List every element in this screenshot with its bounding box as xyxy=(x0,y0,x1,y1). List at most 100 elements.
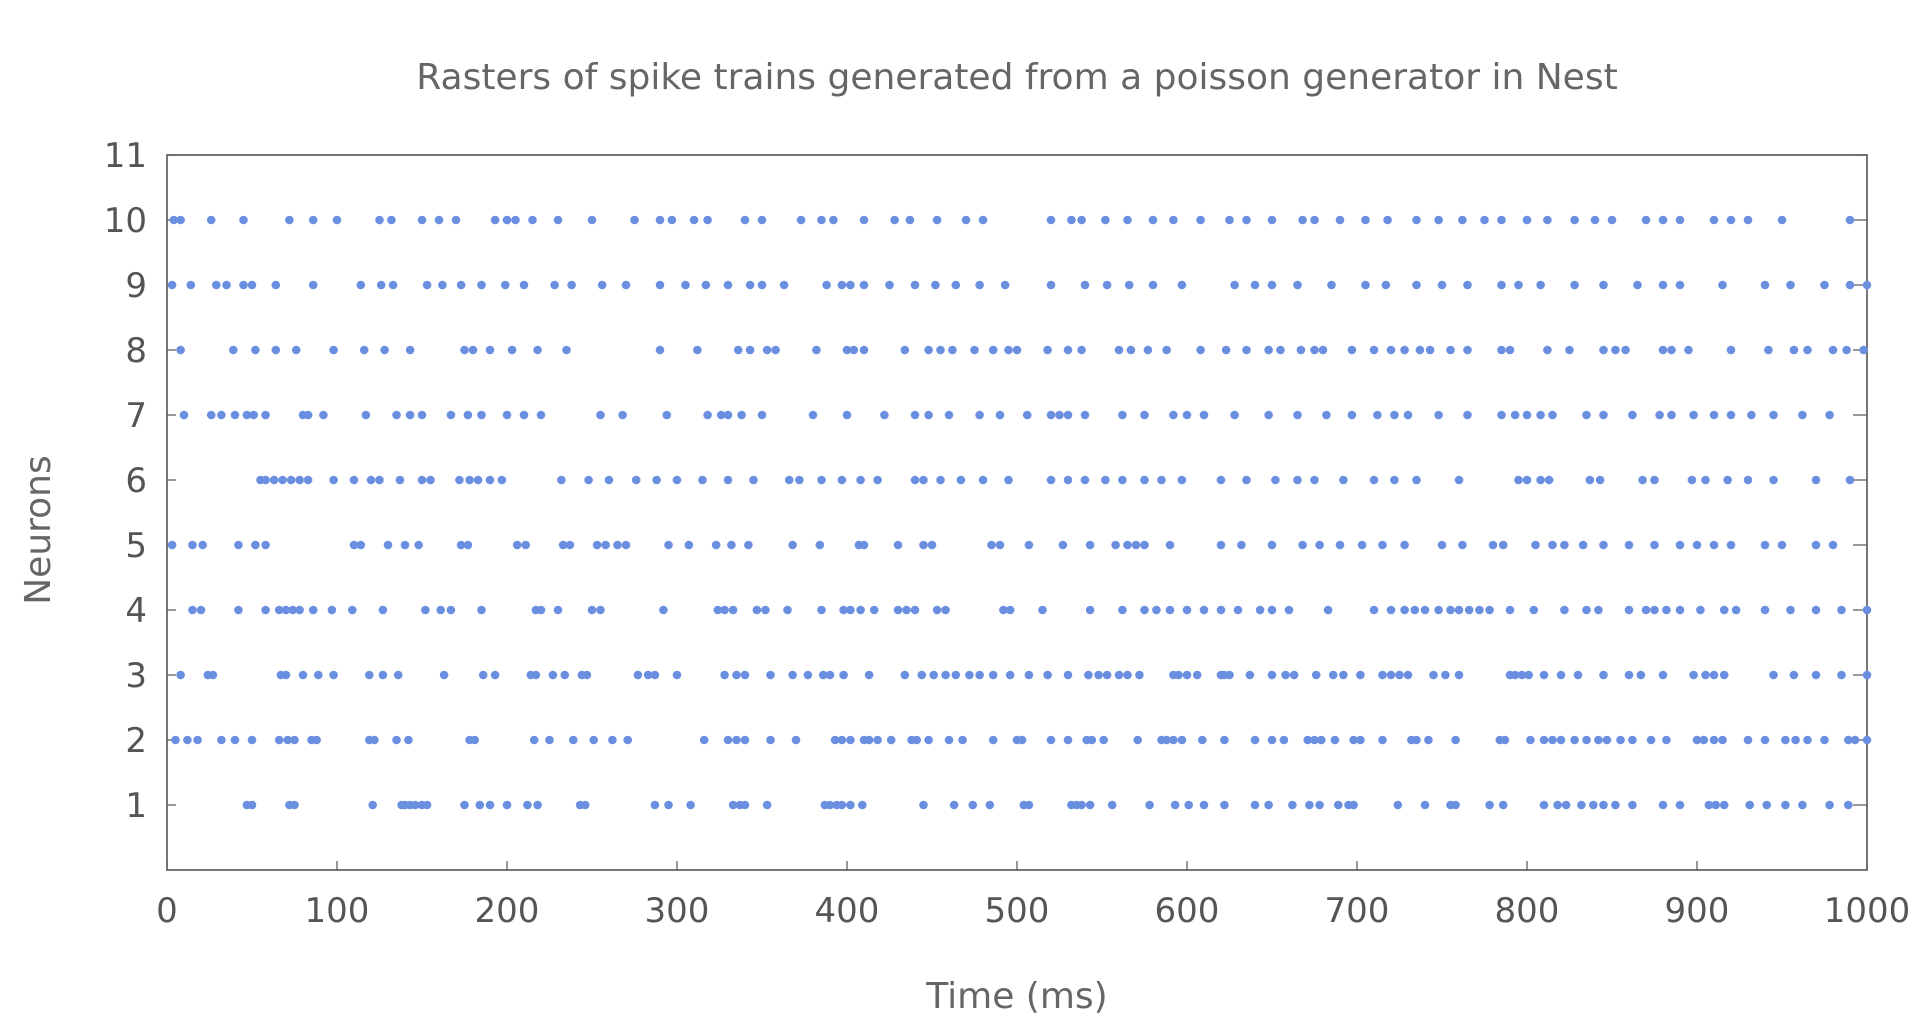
spike-point xyxy=(1221,345,1231,355)
spike-point xyxy=(234,540,243,550)
spike-point xyxy=(239,215,248,225)
spike-point xyxy=(502,215,512,225)
spike-point xyxy=(788,540,797,550)
spike-point xyxy=(533,345,542,355)
spike-point xyxy=(584,475,593,485)
spike-point xyxy=(1143,345,1153,355)
spike-point xyxy=(1114,345,1124,355)
x-tick-label: 100 xyxy=(305,891,370,931)
spike-point xyxy=(1543,345,1552,355)
spike-point xyxy=(405,345,415,355)
spike-point xyxy=(1747,410,1756,420)
spike-point xyxy=(1220,735,1229,745)
spike-point xyxy=(1084,670,1093,680)
spike-point xyxy=(733,345,743,355)
spike-point xyxy=(562,345,571,355)
spike-point xyxy=(1548,540,1557,550)
spike-point xyxy=(900,670,910,680)
spike-point xyxy=(885,280,894,290)
spike-point xyxy=(580,800,590,810)
y-axis-label: Neurons xyxy=(18,455,59,605)
spike-point xyxy=(1250,800,1260,810)
spike-point xyxy=(179,410,189,420)
spike-point xyxy=(1582,410,1591,420)
spike-point xyxy=(456,280,466,290)
spike-point xyxy=(1004,475,1013,485)
spike-point xyxy=(426,475,435,485)
spike-point xyxy=(808,410,818,420)
spike-point xyxy=(417,475,427,485)
spike-point xyxy=(1111,540,1120,550)
spike-point xyxy=(1386,345,1396,355)
spike-point xyxy=(1859,345,1868,355)
spike-point xyxy=(1373,410,1382,420)
spike-point xyxy=(951,670,961,680)
spike-point xyxy=(859,540,869,550)
spike-point xyxy=(370,735,379,745)
plot-frame xyxy=(166,154,1868,871)
spike-point xyxy=(1198,735,1207,745)
spike-point xyxy=(312,735,321,745)
spike-point xyxy=(1284,605,1294,615)
spike-point xyxy=(1798,410,1807,420)
spike-point xyxy=(1485,800,1494,810)
spike-point xyxy=(251,540,260,550)
spike-point xyxy=(757,215,767,225)
spike-point xyxy=(1080,475,1090,485)
spike-point xyxy=(1539,670,1549,680)
spike-point xyxy=(1711,800,1720,810)
spike-point xyxy=(533,800,542,810)
spike-point xyxy=(988,670,998,680)
spike-point xyxy=(222,280,231,290)
spike-point xyxy=(931,280,940,290)
spike-point xyxy=(278,475,287,485)
spike-point xyxy=(1184,800,1193,810)
spike-train-neuron-9 xyxy=(167,280,1872,290)
spike-point xyxy=(1524,670,1533,680)
spike-point xyxy=(701,280,711,290)
spike-point xyxy=(975,410,984,420)
spike-point xyxy=(332,215,342,225)
x-tick-label: 900 xyxy=(1665,891,1730,931)
spike-point xyxy=(1658,215,1668,225)
spike-point xyxy=(1369,605,1379,615)
spike-point xyxy=(732,735,741,745)
spike-point xyxy=(536,410,546,420)
spike-train-neuron-6 xyxy=(256,475,1855,485)
x-tick-label: 800 xyxy=(1495,891,1560,931)
spike-point xyxy=(1230,410,1239,420)
spike-point xyxy=(1169,215,1178,225)
spike-point xyxy=(456,540,466,550)
spike-point xyxy=(723,410,733,420)
spike-point xyxy=(752,605,762,615)
spike-point xyxy=(451,215,461,225)
spike-point xyxy=(856,475,865,485)
spike-point xyxy=(1199,410,1209,420)
spike-point xyxy=(405,410,415,420)
spike-point xyxy=(249,410,258,420)
spike-point xyxy=(839,670,848,680)
spike-point xyxy=(295,605,304,615)
spike-point xyxy=(1662,735,1671,745)
x-tick-label: 1000 xyxy=(1824,891,1911,931)
spike-point xyxy=(1701,475,1710,485)
spike-point xyxy=(1560,605,1569,615)
spike-point xyxy=(1101,475,1110,485)
spike-point xyxy=(1140,475,1149,485)
x-tick-label: 0 xyxy=(156,891,178,931)
spike-point xyxy=(1548,410,1557,420)
spike-point xyxy=(1318,345,1328,355)
spike-point xyxy=(817,215,826,225)
spike-point xyxy=(1585,475,1595,485)
spike-point xyxy=(329,670,338,680)
spike-point xyxy=(1777,215,1787,225)
spike-point xyxy=(604,475,614,485)
spike-point xyxy=(1828,345,1838,355)
spike-point xyxy=(1310,215,1319,225)
spike-point xyxy=(1726,540,1736,550)
spike-point xyxy=(723,475,733,485)
spike-point xyxy=(434,215,444,225)
spike-point xyxy=(1789,670,1799,680)
spike-point xyxy=(1267,605,1277,615)
spike-point xyxy=(511,215,520,225)
